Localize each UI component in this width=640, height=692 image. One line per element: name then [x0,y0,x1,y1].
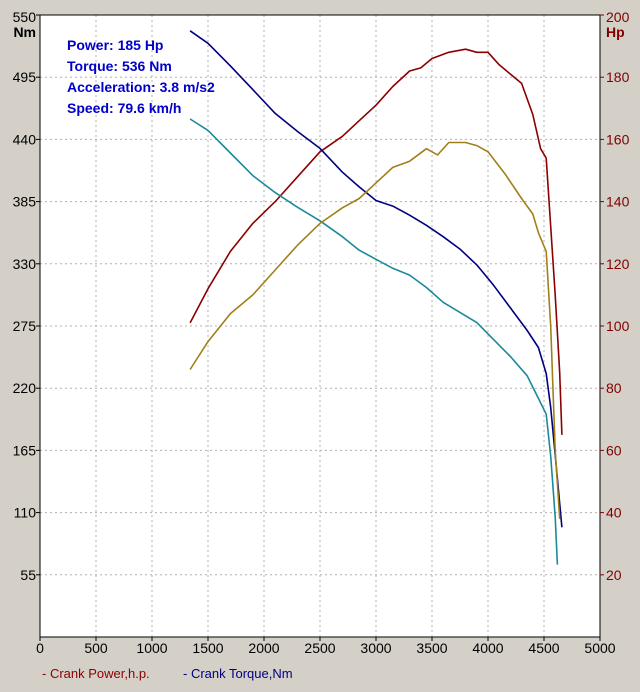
x-tick-label: 3500 [416,640,447,656]
left-tick-label: 275 [13,318,37,334]
right-tick-label: 80 [606,380,622,396]
legend-power: - Crank Power,h.p. [42,666,150,681]
left-tick-label: 220 [13,380,37,396]
series-teal-line [189,118,559,565]
left-tick-label: 110 [14,505,37,521]
axis-layer: 0 500 1000 1500 2000 2500 3000 3500 4000 4500 5000… [13,14,630,656]
series-layer [189,30,563,565]
right-tick-label: 40 [606,505,622,521]
x-tick-label: 2500 [304,640,335,656]
grid-layer [40,15,600,637]
left-tick-label: 330 [13,256,37,272]
info-acceleration: Acceleration: 3.8 m/s2 [67,79,215,95]
left-axis-unit: Nm [13,24,36,40]
x-tick-label: 500 [84,640,108,656]
left-tick-label: 55 [20,567,36,583]
x-tick-label: 4000 [472,640,503,656]
left-axis-max-label: 550 [13,9,37,25]
right-tick-label: 60 [606,442,622,458]
right-axis-max-label: 200 [606,9,630,25]
left-tick-label: 385 [13,194,37,210]
x-tick-label: 0 [36,640,44,656]
right-tick-label: 20 [606,567,622,583]
legend-torque: - Crank Torque,Nm [183,666,293,681]
x-tick-label: 3000 [360,640,391,656]
x-tick-label: 1000 [136,640,167,656]
x-tick-label: 4500 [528,640,559,656]
right-tick-label: 140 [606,194,630,210]
series-gold-line [189,141,561,519]
left-tick-label: 165 [13,442,37,458]
right-axis-unit: Hp [606,24,625,40]
x-tick-label: 1500 [192,640,223,656]
right-tick-label: 160 [606,131,630,147]
x-tick-label: 5000 [584,640,615,656]
series-power-line [189,48,563,435]
left-tick-label: 440 [13,131,37,147]
right-tick-label: 100 [606,318,630,334]
x-tick-label: 2000 [248,640,279,656]
info-torque: Torque: 536 Nm [67,58,172,74]
left-tick-label: 495 [13,69,37,85]
right-tick-label: 120 [606,256,630,272]
series-torque-line [189,30,563,528]
right-tick-label: 180 [606,69,630,85]
info-speed: Speed: 79.6 km/h [67,100,181,116]
info-power: Power: 185 Hp [67,37,163,53]
